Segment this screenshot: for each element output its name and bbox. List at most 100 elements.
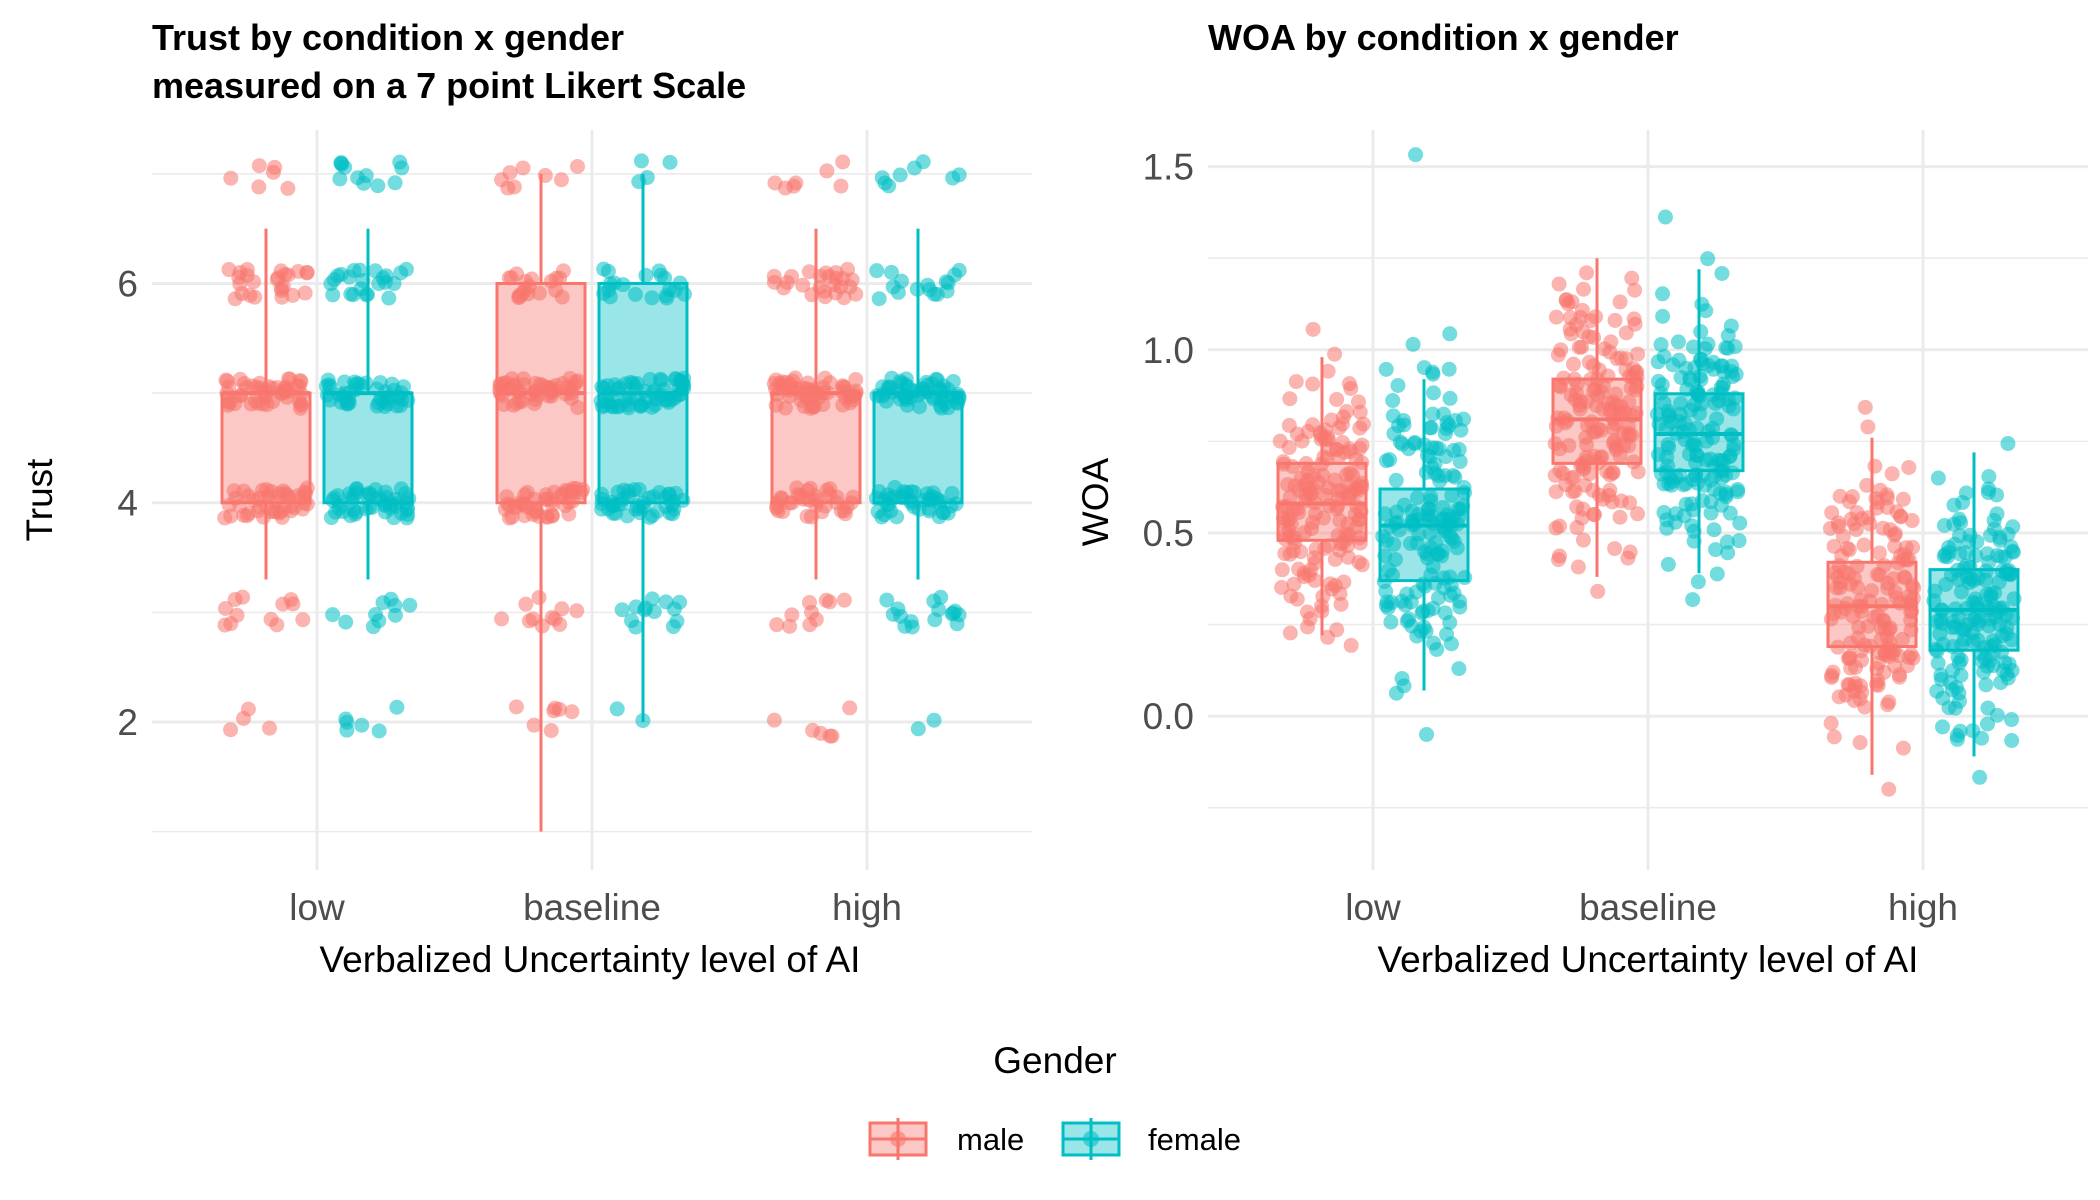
jitter-point xyxy=(1275,454,1291,470)
jitter-point xyxy=(788,175,804,191)
jitter-point xyxy=(246,274,262,290)
jitter-point xyxy=(1854,511,1870,527)
woa-y-ticks: 0.0 0.5 1.0 1.5 xyxy=(1143,147,1194,738)
jitter-point xyxy=(1895,740,1911,756)
jitter-point xyxy=(1831,518,1847,534)
jitter-point xyxy=(1451,661,1467,677)
trust-title-line-1: Trust by condition x gender xyxy=(152,17,624,58)
jitter-point xyxy=(1566,469,1582,485)
jitter-point xyxy=(1561,438,1577,454)
jitter-point xyxy=(1630,506,1646,522)
jitter-point xyxy=(283,592,299,608)
jitter-point xyxy=(1442,390,1458,406)
jitter-point xyxy=(814,504,830,520)
y-tick-label: 0.5 xyxy=(1143,513,1194,554)
jitter-point xyxy=(223,508,239,524)
jitter-point xyxy=(370,178,386,194)
jitter-point xyxy=(1860,419,1876,435)
jitter-point xyxy=(1386,536,1402,552)
jitter-point xyxy=(1592,487,1608,503)
jitter-point xyxy=(911,399,927,415)
jitter-point xyxy=(565,480,581,496)
jitter-point xyxy=(1694,296,1710,312)
jitter-point xyxy=(1274,562,1290,578)
y-tick-label: 4 xyxy=(117,483,138,524)
box-female-high xyxy=(1928,452,2020,757)
jitter-point xyxy=(1993,675,2009,691)
jitter-point xyxy=(569,603,585,619)
jitter-point xyxy=(281,371,297,387)
jitter-point xyxy=(398,261,414,277)
jitter-point xyxy=(1409,490,1425,506)
jitter-point xyxy=(325,607,341,623)
jitter-point xyxy=(1305,376,1321,392)
jitter-point xyxy=(1403,594,1419,610)
jitter-point xyxy=(628,501,644,517)
jitter-point xyxy=(333,266,349,282)
jitter-point xyxy=(358,287,374,303)
jitter-point xyxy=(219,373,235,389)
jitter-point xyxy=(343,286,359,302)
jitter-point xyxy=(1551,552,1567,568)
jitter-point xyxy=(1281,439,1297,455)
jitter-point xyxy=(325,493,341,509)
y-tick-label: 2 xyxy=(117,702,138,743)
jitter-point xyxy=(819,482,835,498)
jitter-point xyxy=(554,289,570,305)
jitter-point xyxy=(1944,619,1960,635)
jitter-point xyxy=(506,179,522,195)
jitter-point xyxy=(1579,437,1595,453)
jitter-point xyxy=(521,613,537,629)
jitter-point xyxy=(1713,358,1729,374)
jitter-point xyxy=(893,273,909,289)
jitter-point xyxy=(221,262,237,278)
jitter-point xyxy=(1285,543,1301,559)
jitter-point xyxy=(1548,520,1564,536)
jitter-point xyxy=(926,712,942,728)
jitter-point xyxy=(1288,374,1304,390)
jitter-point xyxy=(1720,545,1736,561)
jitter-point xyxy=(1872,567,1888,583)
jitter-point xyxy=(377,274,393,290)
jitter-point xyxy=(1575,532,1591,548)
jitter-point xyxy=(1425,385,1441,401)
jitter-point xyxy=(1623,380,1639,396)
jitter-point xyxy=(1423,540,1439,556)
jitter-point xyxy=(339,714,355,730)
trust-x-axis-label: Verbalized Uncertainty level of AI xyxy=(320,939,861,980)
legend-key-female xyxy=(1061,1118,1121,1160)
jitter-point xyxy=(1334,434,1350,450)
jitter-point xyxy=(1867,458,1883,474)
jitter-point xyxy=(784,607,800,623)
jitter-point xyxy=(802,617,818,633)
jitter-point xyxy=(1576,281,1592,297)
jitter-point xyxy=(1378,361,1394,377)
jitter-point xyxy=(297,285,313,301)
jitter-point xyxy=(375,595,391,611)
jitter-point xyxy=(644,290,660,306)
jitter-point xyxy=(596,261,612,277)
jitter-point xyxy=(1665,357,1681,373)
jitter-point xyxy=(1824,505,1840,521)
jitter-point xyxy=(217,617,233,633)
jitter-point xyxy=(1979,716,1995,732)
jitter-point xyxy=(802,480,818,496)
x-tick-label: high xyxy=(1888,887,1958,928)
jitter-point xyxy=(672,594,688,610)
jitter-point xyxy=(1720,340,1736,356)
jitter-point xyxy=(218,600,234,616)
jitter-point xyxy=(1340,477,1356,493)
jitter-point xyxy=(547,700,563,716)
jitter-point xyxy=(1418,623,1434,639)
jitter-point xyxy=(1452,593,1468,609)
jitter-point xyxy=(297,484,313,500)
jitter-point xyxy=(1730,481,1746,497)
jitter-point xyxy=(1722,448,1738,464)
jitter-point xyxy=(1903,646,1919,662)
jitter-point xyxy=(833,503,849,519)
jitter-point xyxy=(502,165,518,181)
jitter-point xyxy=(1852,691,1868,707)
jitter-point xyxy=(387,607,403,623)
jitter-point xyxy=(494,611,510,627)
jitter-point xyxy=(1414,605,1430,621)
